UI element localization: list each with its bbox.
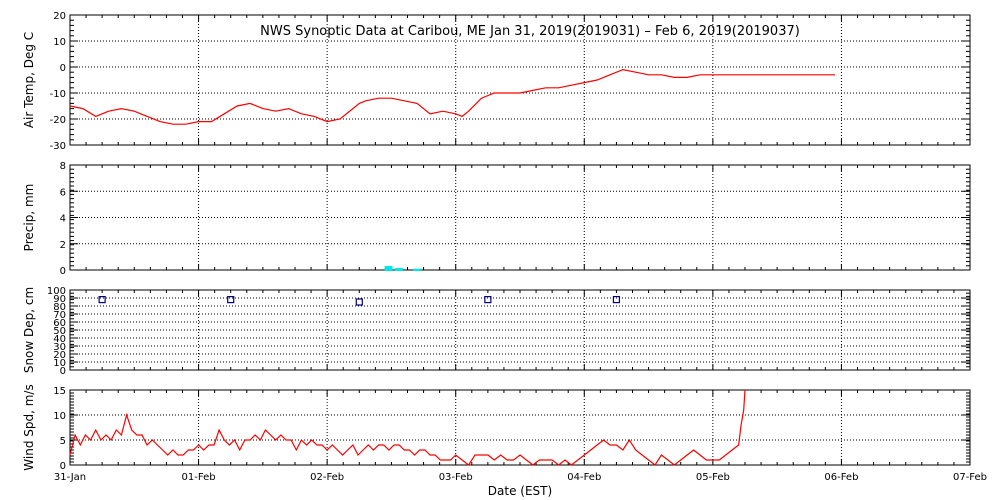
snow-depth-point: [612, 296, 621, 304]
air-temp-series-line: [69, 68, 835, 125]
precip-panel: 0 2 4 6 8 Precip, mm: [22, 161, 971, 277]
air-temp-y-tick-label: 0: [60, 63, 66, 74]
air-temp-y-tick-label: -30: [50, 141, 66, 152]
precip-y-tick-label: 6: [60, 187, 66, 198]
x-tick-label: 04-Feb: [567, 472, 601, 483]
snow-depth-y-tick-label: 20: [53, 350, 66, 361]
precip-y-tick-label: 0: [60, 266, 66, 277]
air-temp-y-tick-label: 20: [53, 11, 66, 22]
wind-speed-y-tick-label: 0: [60, 461, 66, 472]
snow-depth-y-axis-label: Snow Dep, cm: [22, 287, 36, 373]
x-tick-label: 31-Jan: [54, 472, 86, 483]
x-tick-label: 03-Feb: [439, 472, 473, 483]
snow-depth-point: [227, 296, 235, 304]
x-tick-label: 02-Feb: [310, 472, 344, 483]
precip-y-axis-label: Precip, mm: [22, 184, 36, 252]
air-temp-y-axis-label: Air Temp, Deg C: [22, 32, 36, 128]
snow-depth-point: [484, 296, 492, 304]
snow-depth-y-tick-label: 30: [53, 342, 66, 353]
wind-speed-series-line: [69, 389, 746, 466]
wind-speed-panel: 0 5 10 15 Wind Spd, m/s: [22, 384, 971, 472]
precip-bar: [384, 266, 393, 271]
x-tick-label: 07-Feb: [953, 472, 987, 483]
air-temp-y-tick-label: 10: [53, 37, 66, 48]
snow-depth-y-tick-label: 100: [47, 286, 66, 297]
x-axis-label: Date (EST): [488, 484, 552, 498]
snow-depth-point: [98, 296, 106, 304]
air-temp-y-tick-label: -10: [50, 89, 66, 100]
precip-y-tick-label: 8: [60, 161, 66, 172]
wind-speed-y-tick-label: 5: [60, 436, 66, 447]
snow-depth-y-tick-label: 40: [53, 334, 66, 345]
snow-depth-y-tick-label: 70: [53, 310, 66, 321]
wind-speed-frame: [69, 389, 971, 466]
snow-depth-y-tick-label: 0: [60, 366, 66, 377]
precip-bar: [394, 268, 403, 271]
precip-y-tick-label: 2: [60, 240, 66, 251]
wind-speed-y-tick-label: 15: [53, 386, 66, 397]
snow-depth-y-tick-label: 10: [53, 358, 66, 369]
air-temp-y-tick-label: -20: [50, 115, 66, 126]
snow-depth-y-tick-label: 90: [53, 294, 66, 305]
precip-bar: [412, 268, 421, 271]
snow-depth-y-tick-label: 50: [53, 326, 66, 337]
air-temp-panel: -30 -20 -10 0 10 20 Air Temp, Deg C: [22, 11, 971, 152]
snow-depth-y-tick-label: 80: [53, 302, 66, 313]
x-tick-label: 06-Feb: [824, 472, 858, 483]
snow-depth-y-tick-label: 60: [53, 318, 66, 329]
wind-speed-y-tick-label: 10: [53, 411, 66, 422]
x-tick-label: 05-Feb: [696, 472, 730, 483]
snow-depth-point: [355, 298, 363, 306]
precip-y-tick-label: 4: [60, 214, 66, 225]
x-tick-label: 01-Feb: [182, 472, 216, 483]
wind-speed-y-axis-label: Wind Spd, m/s: [22, 384, 36, 470]
chart-title: NWS Synoptic Data at Caribou, ME Jan 31,…: [260, 24, 800, 39]
